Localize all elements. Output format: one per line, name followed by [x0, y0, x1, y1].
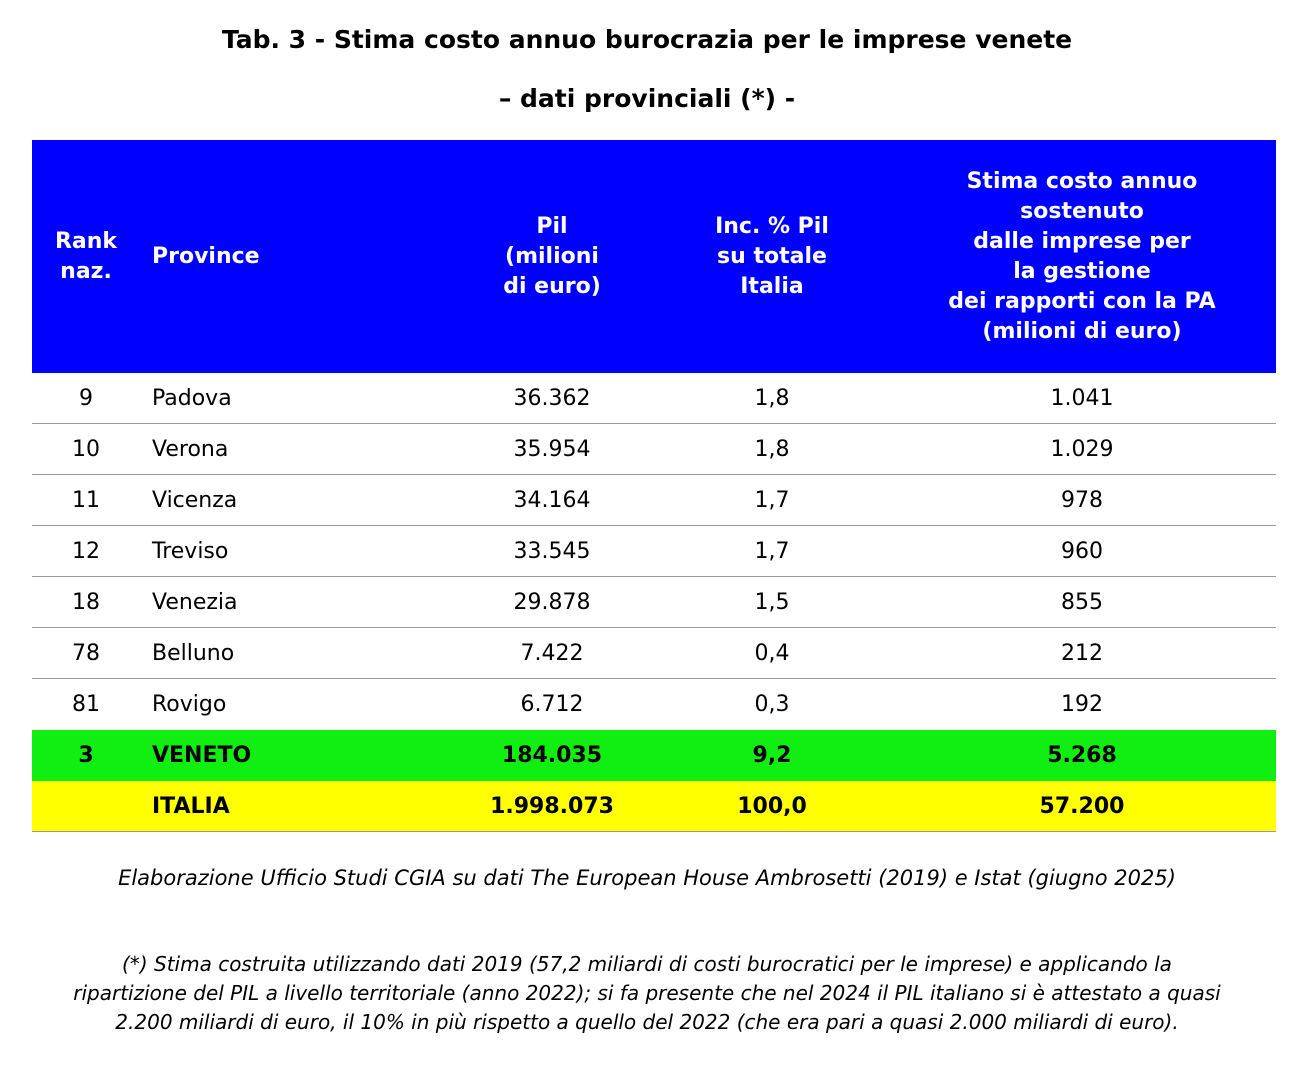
cell-province: ITALIA [152, 794, 230, 819]
table-title: Tab. 3 - Stima costo annuo burocrazia pe… [221, 25, 1073, 54]
cell-province: Vicenza [152, 488, 238, 513]
cell-pil: 29.878 [513, 590, 591, 615]
cell-costo: 192 [1061, 692, 1103, 717]
cell-inc: 0,3 [754, 692, 790, 717]
footnote-line: ripartizione del PIL a livello territori… [73, 981, 1221, 1005]
cell-inc: 1,5 [754, 590, 790, 615]
table-subtitle: – dati provinciali (*) - [498, 84, 796, 113]
cell-costo: 212 [1061, 641, 1103, 666]
cell-costo: 57.200 [1039, 794, 1125, 819]
cell-province: Treviso [152, 539, 229, 564]
header-province: Province [152, 140, 452, 373]
table-row: 9 Padova 36.362 1,8 1.041 [32, 373, 1276, 424]
footnote-line: (*) Stima costruita utilizzando dati 201… [122, 952, 1172, 976]
cell-pil: 7.422 [520, 641, 584, 666]
cell-province: Belluno [152, 641, 235, 666]
header-province-label: Province [152, 243, 260, 269]
cell-rank: 18 [72, 590, 100, 615]
cell-pil: 36.362 [513, 386, 591, 411]
cell-rank: 78 [72, 641, 100, 666]
cell-costo: 978 [1061, 488, 1103, 513]
cell-inc: 1,8 [754, 437, 790, 462]
italia-total-row: ITALIA 1.998.073 100,0 57.200 [32, 781, 1276, 832]
table-row: 11 Vicenza 34.164 1,7 978 [32, 475, 1276, 526]
cell-inc: 1,7 [754, 488, 790, 513]
cell-inc: 0,4 [754, 641, 790, 666]
cell-rank: 10 [72, 437, 100, 462]
cell-pil: 1.998.073 [490, 794, 614, 819]
header-costo: Stima costo annuo sostenuto dalle impres… [912, 140, 1252, 373]
footnote: (*) Stima costruita utilizzando dati 201… [20, 950, 1274, 1037]
table-row: 81 Rovigo 6.712 0,3 192 [32, 679, 1276, 730]
cell-inc: 1,8 [754, 386, 790, 411]
table-row: 18 Venezia 29.878 1,5 855 [32, 577, 1276, 628]
header-inc: Inc. % Pil su totale Italia [672, 140, 872, 373]
table-row: 78 Belluno 7.422 0,4 212 [32, 628, 1276, 679]
header-costo-label: Stima costo annuo sostenuto dalle impres… [948, 168, 1216, 344]
cell-rank: 12 [72, 539, 100, 564]
header-rank: Rank naz. [32, 140, 140, 373]
header-pil-label: Pil (milioni di euro) [503, 213, 601, 299]
cell-rank: 3 [78, 743, 94, 768]
cell-rank: 11 [72, 488, 100, 513]
header-pil: Pil (milioni di euro) [462, 140, 642, 373]
source-note: Elaborazione Ufficio Studi CGIA su dati … [118, 866, 1176, 890]
cell-costo: 1.041 [1050, 386, 1114, 411]
cell-rank: 81 [72, 692, 100, 717]
veneto-total-row: 3 VENETO 184.035 9,2 5.268 [32, 730, 1276, 781]
cell-inc: 9,2 [752, 743, 792, 768]
table-header: Rank naz. Province Pil (milioni di euro)… [32, 140, 1276, 373]
cell-rank: 9 [79, 386, 93, 411]
header-rank-label: Rank naz. [54, 228, 118, 284]
cell-rank [32, 781, 140, 832]
header-inc-label: Inc. % Pil su totale Italia [715, 213, 829, 299]
cell-province: Rovigo [152, 692, 227, 717]
cell-inc: 100,0 [737, 794, 807, 819]
cell-pil: 33.545 [513, 539, 591, 564]
cell-costo: 855 [1061, 590, 1103, 615]
cell-costo: 960 [1061, 539, 1103, 564]
cell-pil: 6.712 [520, 692, 584, 717]
cell-pil: 34.164 [513, 488, 591, 513]
cell-costo: 1.029 [1050, 437, 1114, 462]
table-row: 10 Verona 35.954 1,8 1.029 [32, 424, 1276, 475]
cell-inc: 1,7 [754, 539, 790, 564]
table-row: 12 Treviso 33.545 1,7 960 [32, 526, 1276, 577]
cell-province: Padova [152, 386, 232, 411]
cell-pil: 184.035 [501, 743, 603, 768]
cell-province: VENETO [152, 743, 252, 768]
data-table: Rank naz. Province Pil (milioni di euro)… [32, 140, 1276, 832]
cell-costo: 5.268 [1047, 743, 1117, 768]
cell-pil: 35.954 [513, 437, 591, 462]
footnote-line: 2.200 miliardi di euro, il 10% in più ri… [115, 1010, 1179, 1034]
cell-province: Venezia [152, 590, 238, 615]
cell-province: Verona [152, 437, 229, 462]
